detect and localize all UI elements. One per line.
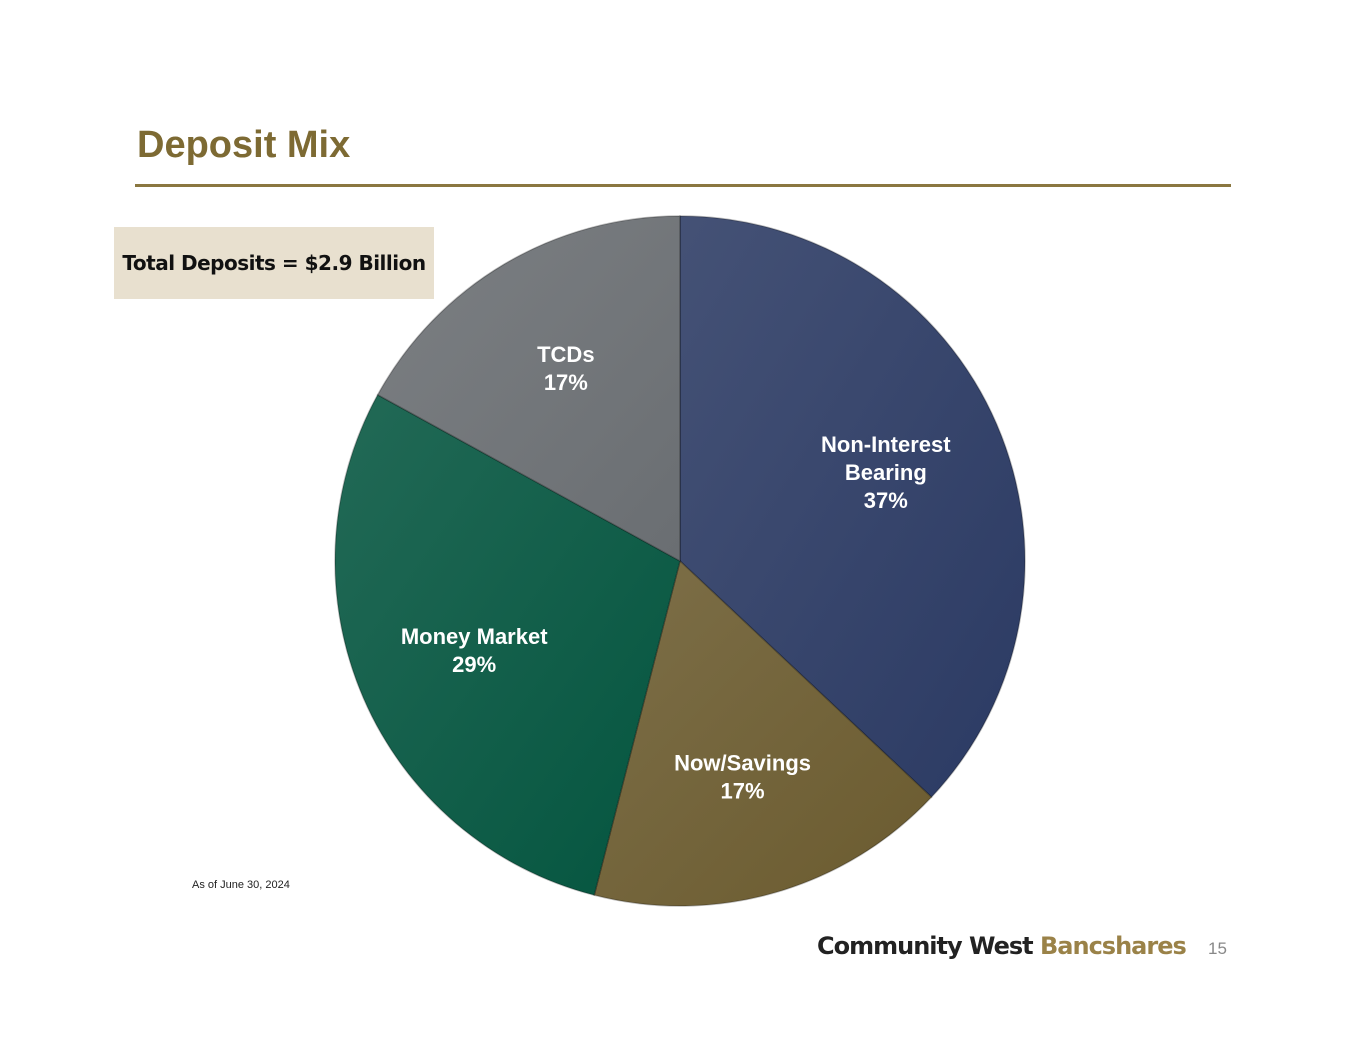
slice-category-label: TCDs	[537, 342, 594, 367]
slice-label: TCDs 17%	[537, 342, 594, 395]
slice-label: Non-Interest Bearing 37%	[821, 432, 951, 513]
slice-value-label: 17%	[721, 778, 765, 803]
total-deposits-box: Total Deposits = $2.9 Billion	[114, 227, 434, 299]
slice-category-label: Now/Savings	[674, 750, 811, 775]
company-logo: Community West Bancshares	[817, 932, 1187, 960]
slice-category-label: Non-Interest	[821, 432, 951, 457]
pie-slice-money-market	[334, 393, 681, 897]
slice-category-label: Bearing	[845, 460, 927, 485]
page-title: Deposit Mix	[137, 124, 351, 166]
logo-text-community-west: Community West	[817, 932, 1034, 960]
logo-text-bancshares: Bancshares	[1040, 932, 1187, 960]
slice-label: Now/Savings 17%	[674, 750, 811, 803]
page-number: 15	[1208, 939, 1227, 958]
slice-value-label: 37%	[864, 488, 908, 513]
title-divider	[135, 184, 1231, 187]
slice-value-label: 17%	[544, 370, 588, 395]
pie-slice-now-savings	[593, 559, 933, 907]
slice-label: Money Market 29%	[401, 624, 548, 677]
slice-value-label: 29%	[452, 652, 496, 677]
pie-slice-tcds	[376, 215, 681, 563]
as-of-note: As of June 30, 2024	[192, 879, 290, 891]
slice-category-label: Money Market	[401, 624, 548, 649]
pie-slice-non-interest-bearing	[679, 215, 1026, 799]
